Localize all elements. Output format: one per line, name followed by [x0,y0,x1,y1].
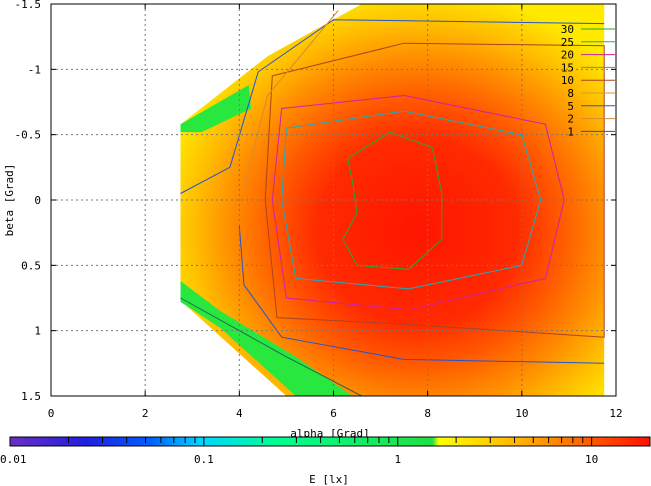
colorbar [10,437,650,446]
y-tick-label: 0 [34,194,41,207]
colorbar-tick-label: 10 [585,453,598,466]
x-tick-label: 12 [609,407,622,420]
y-tick-label: 1.5 [21,390,41,403]
colorbar-tick-label: 0.01 [0,453,27,466]
y-axis-label: beta [Grad] [3,164,16,237]
x-tick-label: 4 [236,407,243,420]
legend-label-2: 2 [567,113,574,126]
x-tick-label: 2 [142,407,149,420]
y-tick-label: -1.5 [15,0,42,11]
legend-label-5: 5 [567,100,574,113]
colorbar-tick-label: 1 [394,453,401,466]
y-tick-label: 1 [34,325,41,338]
legend-label-20: 20 [561,49,574,62]
legend-label-8: 8 [567,87,574,100]
illuminance-heatmap-chart: 0 2 4 6 8 10 12-1.5-1-0.500.511.5 302520151085… [0,0,651,486]
y-tick-label: -1 [28,63,41,76]
x-tick-label: 10 [515,407,528,420]
x-tick-label: 0 [48,407,55,420]
legend-label-25: 25 [561,36,574,49]
x-tick-label: 8 [424,407,431,420]
x-tick-label: 6 [330,407,337,420]
legend-label-1: 1 [567,125,574,138]
y-tick-label: -0.5 [15,129,42,142]
legend-label-30: 30 [561,23,574,36]
legend-label-10: 10 [561,74,574,87]
legend-label-15: 15 [561,61,574,74]
colorbar-tick-label: 0.1 [194,453,214,466]
colorbar-label: E [lx] [309,473,349,486]
y-tick-label: 0.5 [21,259,41,272]
